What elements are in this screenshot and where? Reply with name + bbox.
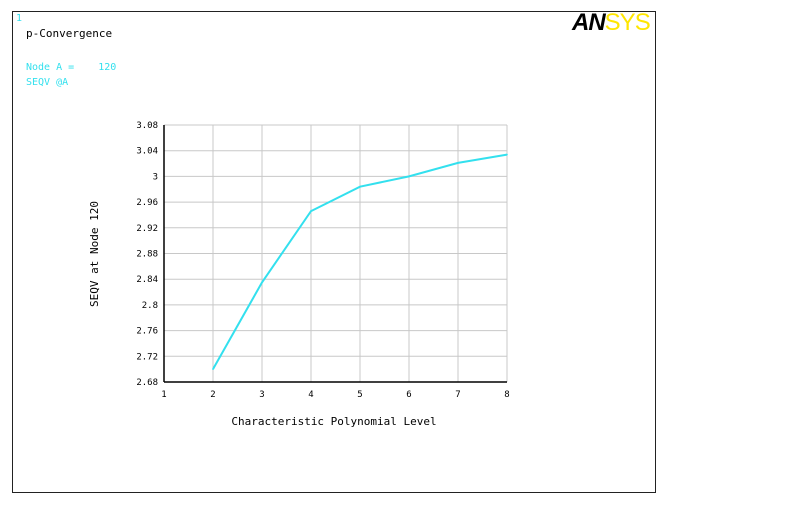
plot-title: p-Convergence xyxy=(26,27,113,40)
axes xyxy=(163,125,507,383)
grid-lines xyxy=(164,124,508,382)
x-tick-label: 2 xyxy=(210,390,215,400)
data-point xyxy=(408,175,410,178)
x-tick-label: 6 xyxy=(406,390,411,400)
plot-frame xyxy=(12,11,656,493)
y-tick-label: 3.08 xyxy=(136,121,158,131)
node-label: Node A = 120 xyxy=(26,62,117,73)
data-point xyxy=(506,153,508,156)
data-point xyxy=(310,210,312,212)
data-point xyxy=(457,162,459,164)
x-tick-label: 3 xyxy=(259,390,264,400)
y-tick-label: 2.88 xyxy=(136,250,158,260)
x-tick-label: 7 xyxy=(455,390,460,400)
x-axis-label: Characteristic Polynomial Level xyxy=(231,415,436,428)
series xyxy=(212,153,508,370)
y-tick-label: 2.76 xyxy=(136,327,158,337)
data-point xyxy=(261,281,263,284)
seqv-label: SEQV @A xyxy=(26,77,69,88)
x-tick-labels: 1 2 3 4 5 6 7 8 xyxy=(161,390,509,400)
x-tick-label: 1 xyxy=(161,390,166,400)
y-tick-label: 3.04 xyxy=(136,147,158,157)
y-axis-label: SEQV at Node 120 xyxy=(88,201,101,307)
x-tick-label: 8 xyxy=(504,390,509,400)
y-tick-label: 3 xyxy=(153,172,158,182)
y-tick-label: 2.8 xyxy=(142,301,158,311)
window-number: 1 xyxy=(16,13,23,24)
data-point xyxy=(212,368,214,370)
data-point xyxy=(359,185,361,188)
y-tick-label: 2.68 xyxy=(136,378,158,388)
y-tick-label: 2.72 xyxy=(136,352,158,362)
y-tick-label: 2.84 xyxy=(136,275,158,285)
x-tick-label: 5 xyxy=(357,390,362,400)
y-tick-labels: 2.68 2.72 2.76 2.8 2.84 2.88 2.92 2.96 3 3.04 3.08 xyxy=(136,121,158,388)
x-tick-label: 4 xyxy=(308,390,313,400)
y-tick-label: 2.92 xyxy=(136,224,158,234)
y-tick-label: 2.96 xyxy=(136,198,158,208)
ansys-logo: ANSYS xyxy=(572,9,651,36)
